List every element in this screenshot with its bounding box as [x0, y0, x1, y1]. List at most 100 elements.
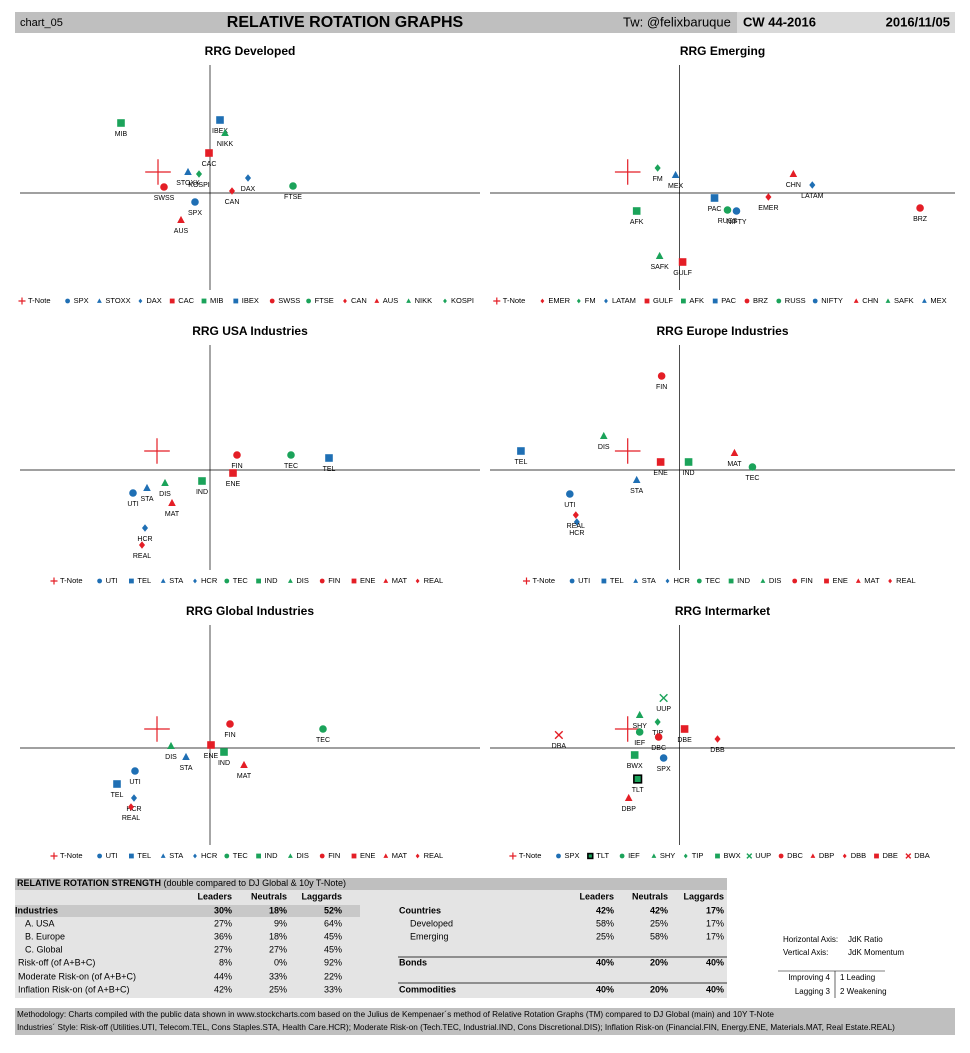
- table-title-main: RELATIVE ROTATION STRENGTH: [17, 878, 161, 888]
- point-label: TEC: [745, 475, 759, 482]
- point-label: BRZ: [913, 216, 928, 223]
- legend-label: FM: [585, 296, 596, 305]
- data-point: [145, 159, 171, 185]
- point-label: ENE: [226, 481, 241, 488]
- chart-title: RRG USA Industries: [192, 324, 308, 338]
- data-point: [319, 725, 327, 733]
- legend-swatch: [874, 853, 879, 859]
- legend-label: ENE: [360, 576, 375, 585]
- legend-label: REAL: [424, 851, 444, 860]
- legend-swatch: [665, 578, 670, 584]
- point-label: DBC: [651, 745, 666, 752]
- data-point: [161, 478, 169, 487]
- legend-swatch: [160, 853, 166, 858]
- legend-label: TEC: [233, 851, 249, 860]
- data-point: [325, 454, 333, 462]
- data-point: [714, 735, 721, 743]
- data-point: [143, 483, 151, 492]
- legend-label: DBC: [787, 851, 803, 860]
- point-label: AUS: [174, 228, 189, 235]
- point-label: ENE: [653, 470, 668, 477]
- note-value: JdK Ratio: [848, 935, 883, 944]
- legend-swatch: [383, 853, 389, 858]
- cell: 18%: [269, 905, 287, 915]
- cell: 30%: [214, 905, 232, 915]
- data-point: [289, 182, 297, 190]
- legend-label: STOXX: [105, 296, 130, 305]
- data-point: [240, 760, 248, 769]
- legend-swatch: [576, 298, 581, 304]
- legend-swatch: [683, 853, 688, 859]
- cell: 44%: [214, 971, 232, 981]
- legend-label: DBP: [819, 851, 834, 860]
- data-point: [287, 451, 295, 459]
- point-label: UUP: [656, 706, 671, 713]
- point-label: NIKK: [217, 141, 234, 148]
- legend-swatch: [778, 853, 784, 859]
- legend-label: KOSPI: [451, 296, 474, 305]
- row-label: Moderate Risk-on (of A+B+C): [18, 971, 136, 981]
- chart-id: chart_05: [20, 17, 63, 29]
- data-point: [599, 431, 608, 440]
- point-label: IND: [683, 470, 695, 477]
- legend-swatch: [696, 578, 702, 584]
- point-label: FIN: [231, 463, 242, 470]
- cell: 36%: [214, 931, 232, 941]
- data-point: [730, 448, 739, 457]
- cell: 20%: [650, 957, 668, 967]
- page-title: RELATIVE ROTATION GRAPHS: [227, 14, 464, 31]
- data-point: [748, 463, 757, 471]
- data-point: [916, 204, 924, 212]
- legend-label: UUP: [755, 851, 771, 860]
- cell: 25%: [650, 918, 668, 928]
- legend-swatch: [319, 578, 325, 584]
- data-point: [226, 720, 234, 728]
- point-label: KOSPI: [188, 182, 209, 189]
- legend-label: DBE: [883, 851, 898, 860]
- cell: 64%: [324, 918, 342, 928]
- data-point: [191, 198, 199, 206]
- point-label: DBP: [621, 806, 636, 813]
- chart-title: RRG Intermarket: [675, 604, 770, 618]
- legend-label: STA: [642, 576, 656, 585]
- legend-swatch: [556, 853, 561, 859]
- legend-label: LATAM: [612, 296, 636, 305]
- date: 2016/11/05: [886, 14, 950, 29]
- legend-swatch: [712, 298, 718, 304]
- cell: 45%: [324, 931, 342, 941]
- legend-label: REAL: [896, 576, 916, 585]
- data-point: [657, 372, 666, 380]
- legend-swatch: [744, 298, 750, 304]
- legend-swatch: [406, 298, 411, 303]
- point-label: SWSS: [154, 195, 175, 202]
- point-label: FM: [653, 176, 663, 183]
- legend-label: CHN: [862, 296, 878, 305]
- column-header: Leaders: [579, 891, 614, 901]
- cell: 52%: [324, 905, 342, 915]
- cell: 20%: [650, 984, 668, 994]
- data-point: [723, 206, 732, 214]
- cell: 40%: [596, 957, 614, 967]
- point-label: EMER: [758, 205, 778, 212]
- point-label: FTSE: [284, 194, 302, 201]
- legend-label: TEC: [705, 576, 721, 585]
- cell: 18%: [269, 931, 287, 941]
- legend-swatch: [905, 853, 912, 859]
- legend-label: SPX: [565, 851, 580, 860]
- point-label: IBEX: [212, 128, 228, 135]
- legend-swatch: [651, 853, 657, 858]
- legend-swatch: [540, 298, 545, 304]
- data-point: [228, 187, 236, 195]
- legend-swatch: [256, 578, 261, 584]
- legend-swatch: [351, 853, 357, 859]
- point-label: STA: [179, 765, 192, 772]
- data-point: [167, 741, 175, 750]
- point-label: TEL: [515, 459, 528, 466]
- point-label: DAX: [241, 186, 256, 193]
- data-point: [184, 167, 192, 176]
- data-point: [221, 128, 229, 137]
- legend-label: T-Note: [503, 296, 526, 305]
- cell: 25%: [596, 931, 614, 941]
- legend-label: T-Note: [60, 576, 83, 585]
- data-point: [138, 541, 146, 549]
